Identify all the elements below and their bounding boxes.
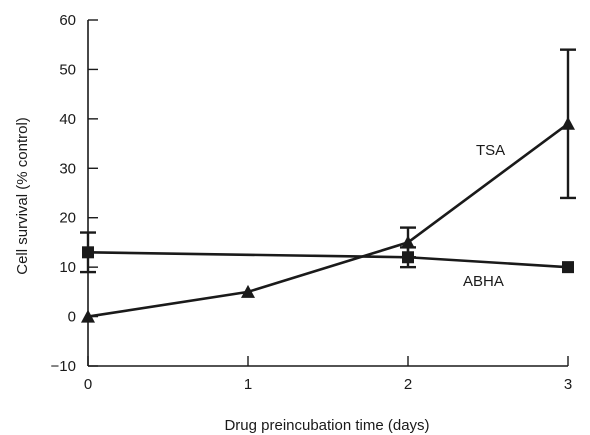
x-tick-label: 3 <box>564 376 572 393</box>
tsa-point <box>561 116 575 130</box>
abha-point <box>562 261 574 274</box>
error-bars <box>80 48 576 274</box>
y-tick-label: 60 <box>59 12 76 29</box>
y-tick-label: −10 <box>51 358 76 375</box>
y-tick-label: 0 <box>68 309 76 326</box>
y-axis-label: Cell survival (% control) <box>14 117 31 275</box>
series-markers <box>81 116 575 323</box>
abha-point <box>82 246 94 259</box>
x-axis-label: Drug preincubation time (days) <box>224 417 429 434</box>
axes <box>87 20 568 367</box>
x-tick-label: 2 <box>404 376 412 393</box>
y-tick-label: 10 <box>59 259 76 276</box>
y-tick-label: 40 <box>59 111 76 128</box>
tsa-point <box>241 284 255 298</box>
y-tick-label: 50 <box>59 61 76 78</box>
abha-point <box>402 251 414 264</box>
tsa-series-label: TSA <box>476 142 505 159</box>
abha-series-label: ABHA <box>463 273 504 290</box>
y-tick-label: 30 <box>59 160 76 177</box>
tsa-point <box>81 309 95 323</box>
abha-series-line <box>87 251 569 269</box>
x-tick-label: 1 <box>244 376 252 393</box>
tsa-point <box>401 235 415 249</box>
ticks: −10 0 10 20 30 40 50 60 0 1 2 3 <box>51 12 573 393</box>
y-tick-label: 20 <box>59 210 76 227</box>
x-tick-label: 0 <box>84 376 92 393</box>
tsa-series-line <box>87 122 569 318</box>
